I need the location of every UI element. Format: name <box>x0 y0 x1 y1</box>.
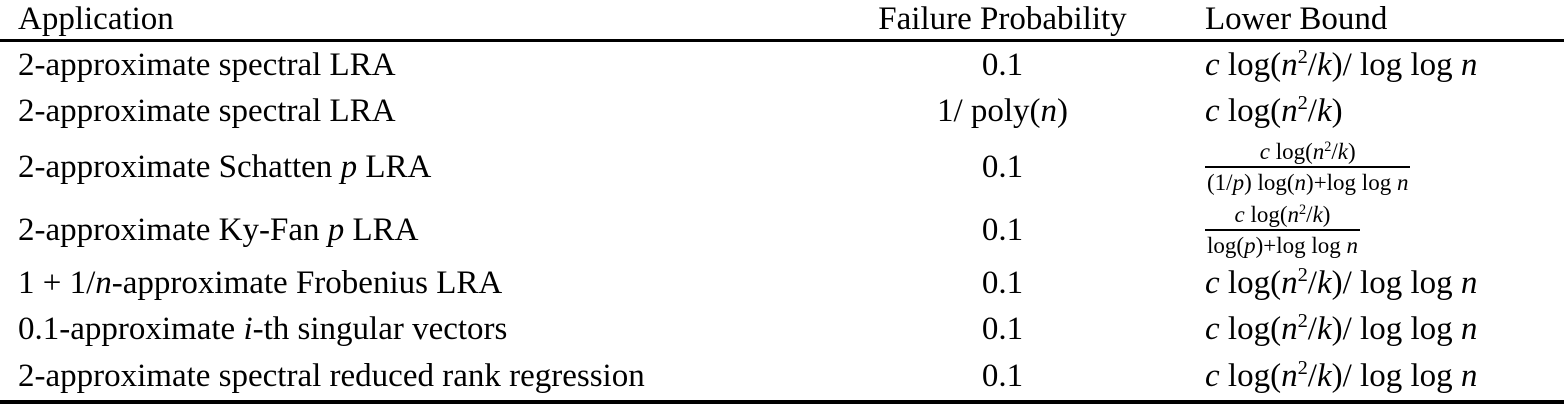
cell-failure-probability: 0.1 <box>981 310 1024 347</box>
cell-failure-probability: 0.1 <box>981 148 1024 185</box>
cell-application: 0.1-approximate i-th singular vectors <box>18 310 508 347</box>
cell-lower-bound: c log(n2/k) (1/p) log(n)+log log n <box>1205 138 1411 195</box>
cell-failure-probability: 0.1 <box>981 211 1024 248</box>
table-row: 2-approximate Schatten p LRA 0.1 c log(n… <box>0 134 1564 200</box>
table-row: 1 + 1/n-approximate Frobenius LRA 0.1 c … <box>0 260 1564 306</box>
cell-failure-probability: 1/ poly(n) <box>936 92 1069 129</box>
cell-application: 1 + 1/n-approximate Frobenius LRA <box>18 264 503 301</box>
column-header-lower-bound: Lower Bound <box>1165 0 1564 42</box>
cell-application: 2-approximate Ky-Fan p LRA <box>18 211 419 248</box>
column-header-application: Application <box>0 0 840 42</box>
cell-lower-bound: c log(n2/k)/ log log n <box>1205 264 1478 301</box>
cell-lower-bound: c log(n2/k)/ log log n <box>1205 357 1478 394</box>
cell-lower-bound: c log(n2/k) <box>1205 92 1343 129</box>
cell-application: 2-approximate spectral LRA <box>18 46 396 83</box>
column-header-failure-probability: Failure Probability <box>840 0 1165 42</box>
cell-failure-probability: 0.1 <box>981 357 1024 394</box>
cell-application: 2-approximate Schatten p LRA <box>18 148 432 185</box>
table-row: 2-approximate Ky-Fan p LRA 0.1 c log(n2/… <box>0 200 1564 260</box>
table-row: 2-approximate spectral LRA 0.1 c log(n2/… <box>0 41 1564 89</box>
table-header-row: Application Failure Probability Lower Bo… <box>0 0 1564 42</box>
cell-application: 2-approximate spectral reduced rank regr… <box>18 357 645 394</box>
table-row: 2-approximate spectral reduced rank regr… <box>0 352 1564 402</box>
table-row: 0.1-approximate i-th singular vectors 0.… <box>0 306 1564 352</box>
cell-lower-bound: c log(n2/k)/ log log n <box>1205 310 1478 347</box>
table-row: 2-approximate spectral LRA 1/ poly(n) c … <box>0 88 1564 134</box>
cell-application: 2-approximate spectral LRA <box>18 92 396 129</box>
cell-lower-bound: c log(n2/k) log(p)+log log n <box>1205 201 1360 258</box>
cell-failure-probability: 0.1 <box>981 46 1024 83</box>
cell-failure-probability: 0.1 <box>981 264 1024 301</box>
cell-lower-bound: c log(n2/k)/ log log n <box>1205 46 1478 83</box>
